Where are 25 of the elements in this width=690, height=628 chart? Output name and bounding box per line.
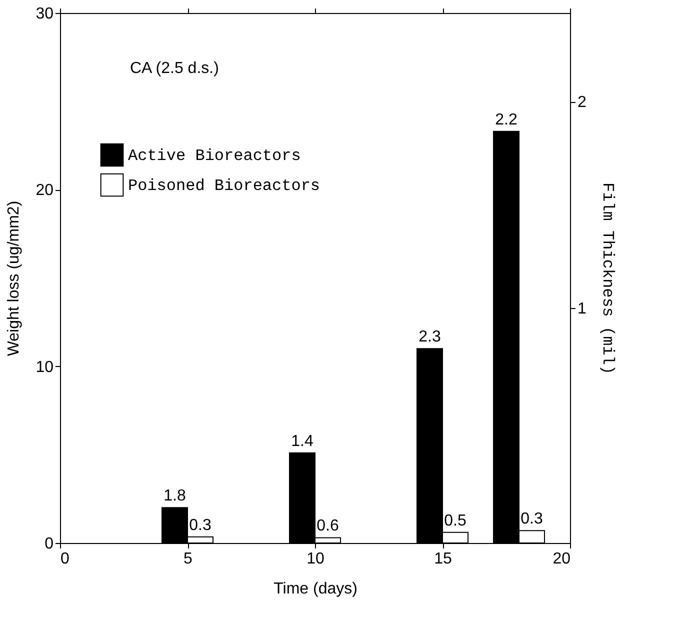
annotation: 2.2 <box>495 111 518 128</box>
y-tick-label: 30 <box>36 6 54 22</box>
legend-label: Active Bioreactors <box>128 147 301 165</box>
legend-label: Poisoned Bioreactors <box>128 177 320 195</box>
x-tick-label: 5 <box>184 550 193 568</box>
annotation: CA (2.5 d.s.) <box>130 60 219 77</box>
y-tick-label: 10 <box>36 358 54 376</box>
y2-axis-title: Film Thickness (mil) <box>598 182 616 375</box>
annotation: 0.3 <box>189 516 212 534</box>
y2-tick-label: 1 <box>578 300 586 318</box>
x-tick-label: 15 <box>434 550 452 568</box>
y-tick-label: 20 <box>36 182 54 200</box>
y-axis-title: Weight loss (ug/mm2) <box>6 200 23 356</box>
x-axis-title: Time (days) <box>274 580 358 598</box>
x-tick-label: 20 <box>552 550 571 568</box>
annotation: 0.6 <box>316 518 339 535</box>
y-tick-label: 0 <box>44 536 54 552</box>
annotation: 1.4 <box>291 432 314 450</box>
y2-tick-label: 2 <box>578 94 586 112</box>
annotation: 1.8 <box>164 488 186 505</box>
annotation: 2.3 <box>418 328 441 346</box>
x-tick-label: 0 <box>60 550 70 568</box>
annotation: 0.5 <box>444 512 466 530</box>
annotation: 0.3 <box>520 510 543 528</box>
x-tick-label: 10 <box>306 550 324 568</box>
